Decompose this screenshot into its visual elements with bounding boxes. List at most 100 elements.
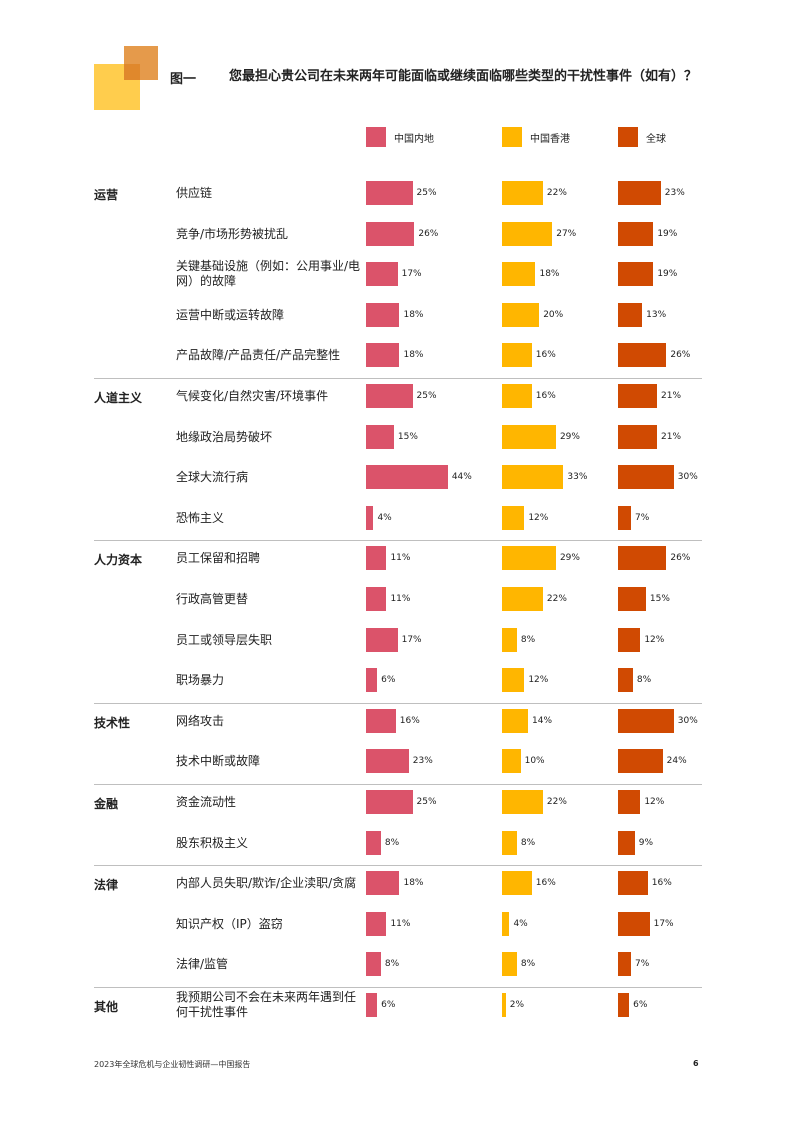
item-label: 全球大流行病 xyxy=(176,470,249,485)
bar-mainland xyxy=(366,343,400,368)
category-label: 金融 xyxy=(94,797,119,811)
group-separator xyxy=(94,987,702,988)
category-label: 其他 xyxy=(94,1000,119,1014)
data-label-global: 15% xyxy=(649,594,670,604)
bar-mainland xyxy=(366,546,387,571)
category-label: 人道主义 xyxy=(94,391,143,405)
bar-global xyxy=(618,262,654,287)
bar-mainland xyxy=(366,993,378,1017)
bar-hongkong xyxy=(502,424,556,449)
data-label-mainland: 17% xyxy=(401,634,422,645)
data-label-mainland: 18% xyxy=(403,878,424,889)
bar-hongkong xyxy=(502,708,529,733)
data-label-global: 26% xyxy=(670,553,691,564)
data-label-global: 21% xyxy=(661,431,682,442)
item-label: 内部人员失职/欺诈/企业渎职/贪腐 xyxy=(176,876,357,891)
bar-mainland xyxy=(366,302,400,327)
data-label-global: 7% xyxy=(635,512,650,523)
item-label: 行政高管更替 xyxy=(176,592,249,606)
data-label-hongkong: 12% xyxy=(528,512,549,523)
bar-hongkong xyxy=(502,790,543,814)
bar-hongkong xyxy=(502,384,532,408)
data-label-global: 23% xyxy=(664,188,685,198)
data-label-hongkong: 20% xyxy=(543,309,564,320)
data-label-hongkong: 16% xyxy=(535,391,556,401)
data-label-hongkong: 8% xyxy=(520,634,536,645)
bar-hongkong xyxy=(502,587,543,611)
legend-label-mainland: 中国内地 xyxy=(394,133,434,145)
data-label-hongkong: 14% xyxy=(532,715,553,726)
data-label-global: 6% xyxy=(633,1000,648,1010)
data-label-global: 24% xyxy=(666,756,687,767)
data-label-mainland: 15% xyxy=(397,431,418,442)
data-label-hongkong: 16% xyxy=(535,878,556,889)
bar-global xyxy=(618,546,667,571)
bar-mainland xyxy=(366,505,374,530)
category-label: 技术性 xyxy=(94,715,131,730)
data-label-mainland: 23% xyxy=(412,756,433,767)
data-label-hongkong: 16% xyxy=(535,350,556,361)
bar-hongkong xyxy=(502,181,543,205)
bar-global xyxy=(618,790,641,814)
bar-hongkong xyxy=(502,830,517,855)
item-label: 气候变化/自然灾害/环境事件 xyxy=(176,389,329,403)
data-label-global: 30% xyxy=(677,715,698,726)
data-label-global: 13% xyxy=(646,309,667,320)
data-label-hongkong: 4% xyxy=(513,918,528,929)
bar-hongkong xyxy=(502,627,517,652)
item-label: 员工保留和招聘 xyxy=(176,551,261,566)
bar-hongkong xyxy=(502,546,556,571)
bar-mainland xyxy=(366,790,413,814)
bar-mainland xyxy=(366,627,398,652)
group-separator xyxy=(94,378,702,379)
data-label-global: 8% xyxy=(636,675,652,686)
bar-global xyxy=(618,911,650,936)
data-label-mainland: 6% xyxy=(381,1000,396,1010)
data-label-mainland: 25% xyxy=(416,188,437,198)
data-label-mainland: 44% xyxy=(451,472,472,483)
chart-title: 您最担心贵公司在未来两年可能面临或继续面临哪些类型的干扰性事件（如有）？ xyxy=(229,69,698,84)
data-label-mainland: 6% xyxy=(381,675,396,686)
group-separator xyxy=(94,865,702,867)
item-label: 竞争/市场形势被扰乱 xyxy=(176,226,289,241)
group-separator xyxy=(94,540,702,542)
bar-global xyxy=(618,830,635,855)
category-label: 法律 xyxy=(94,878,119,893)
data-label-hongkong: 18% xyxy=(539,269,560,280)
data-label-global: 26% xyxy=(670,350,691,361)
data-label-hongkong: 29% xyxy=(559,431,580,442)
data-label-hongkong: 22% xyxy=(546,594,567,604)
legend-label-global: 全球 xyxy=(646,133,666,145)
group-separator xyxy=(94,784,702,785)
logo-icon xyxy=(94,46,158,110)
data-label-mainland: 25% xyxy=(416,797,437,807)
item-label: 法律/监管 xyxy=(176,957,229,972)
data-label-mainland: 18% xyxy=(403,350,424,361)
item-label: 职场暴力 xyxy=(176,673,225,688)
data-label-mainland: 11% xyxy=(390,553,411,564)
bar-global xyxy=(618,587,646,611)
page-number: 6 xyxy=(693,1059,699,1068)
data-label-global: 17% xyxy=(653,918,674,929)
bar-mainland xyxy=(366,911,387,936)
bar-hongkong xyxy=(502,262,536,287)
legend-swatch-mainland xyxy=(366,127,386,147)
data-label-mainland: 26% xyxy=(418,228,439,239)
bar-global xyxy=(618,627,641,652)
bar-mainland xyxy=(366,181,413,205)
data-label-global: 12% xyxy=(644,797,665,807)
legend-mainland: 中国内地 xyxy=(366,127,434,147)
item-label: 知识产权（IP）盗窃 xyxy=(176,916,283,931)
bar-global xyxy=(618,384,658,408)
item-label: 关键基础设施（例如：公用事业/电网）的故障 xyxy=(176,259,361,289)
bar-global xyxy=(618,749,663,774)
legend-global: 全球 xyxy=(618,127,666,147)
item-label: 我预期公司不会在未来两年遇到任何干扰性事件 xyxy=(176,990,357,1019)
category-label: 人力资本 xyxy=(94,553,143,568)
item-label: 供应链 xyxy=(176,186,213,200)
figure-label: 图一 xyxy=(170,72,197,87)
bar-mainland xyxy=(366,668,378,693)
item-label: 技术中断或故障 xyxy=(176,754,261,769)
bar-hongkong xyxy=(502,505,525,530)
bar-mainland xyxy=(366,262,398,287)
